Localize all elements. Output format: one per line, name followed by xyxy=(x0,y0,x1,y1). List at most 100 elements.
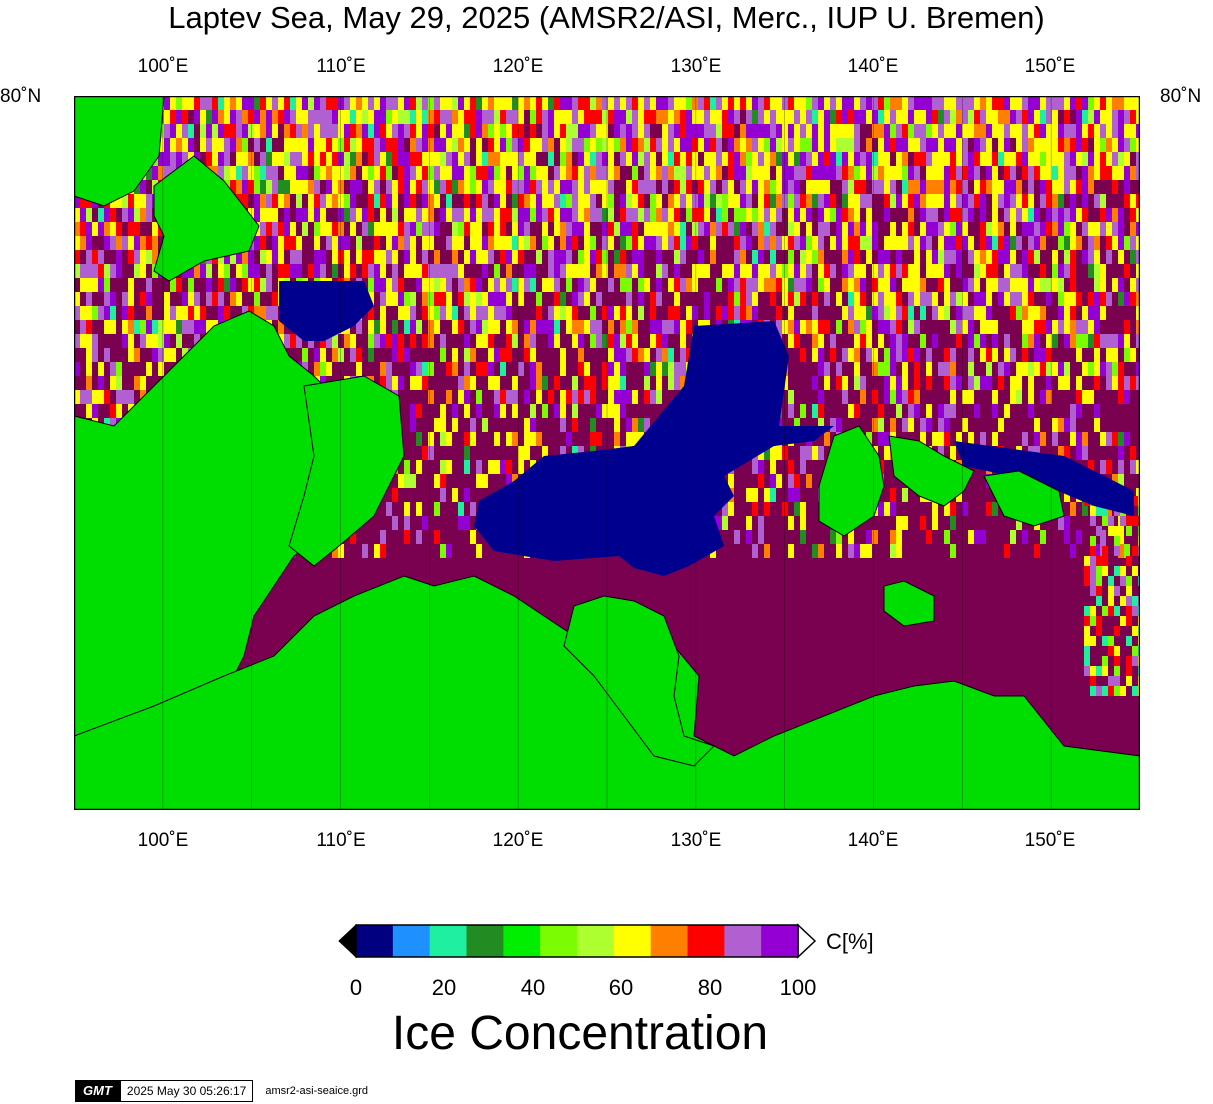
ice-cell xyxy=(962,278,968,292)
ice-cell xyxy=(896,306,902,320)
ice-cell xyxy=(956,250,962,264)
ice-cell xyxy=(1022,138,1028,152)
ice-cell xyxy=(158,152,164,166)
ice-cell xyxy=(452,208,458,222)
ice-cell xyxy=(494,390,500,404)
ice-cell xyxy=(1022,334,1028,348)
ice-cell xyxy=(608,194,614,208)
ice-cell xyxy=(782,166,788,180)
ice-cell xyxy=(890,180,896,194)
ice-cell xyxy=(914,390,920,404)
ice-cell xyxy=(1064,418,1070,432)
ice-cell xyxy=(548,250,554,264)
ice-cell xyxy=(578,152,584,166)
ice-cell xyxy=(422,278,428,292)
ice-cell xyxy=(422,236,428,250)
ice-cell xyxy=(434,530,440,544)
ice-cell xyxy=(770,138,776,152)
ice-cell xyxy=(584,110,590,124)
ice-cell xyxy=(1090,516,1096,526)
ice-cell xyxy=(188,264,194,278)
ice-cell xyxy=(668,348,674,362)
ice-cell xyxy=(410,96,416,110)
ice-cell xyxy=(254,306,260,320)
ice-cell xyxy=(128,306,134,320)
ice-cell xyxy=(1034,124,1040,138)
ice-cell xyxy=(776,320,782,334)
ice-cell xyxy=(632,250,638,264)
ice-cell xyxy=(74,306,80,320)
ice-cell xyxy=(776,306,782,320)
ice-cell xyxy=(470,306,476,320)
ice-cell xyxy=(332,236,338,250)
ice-cell xyxy=(914,348,920,362)
ice-cell xyxy=(590,194,596,208)
ice-cell xyxy=(440,180,446,194)
ice-cell xyxy=(1124,152,1130,166)
ice-cell xyxy=(164,306,170,320)
ice-cell xyxy=(272,110,278,124)
ice-cell xyxy=(656,138,662,152)
ice-cell xyxy=(776,194,782,208)
ice-cell xyxy=(236,124,242,138)
ice-cell xyxy=(578,362,584,376)
ice-cell xyxy=(506,96,512,110)
ice-cell xyxy=(128,334,134,348)
ice-cell xyxy=(932,124,938,138)
ice-cell xyxy=(248,166,254,180)
ice-cell xyxy=(242,110,248,124)
ice-cell xyxy=(770,152,776,166)
ice-cell xyxy=(368,264,374,278)
ice-cell xyxy=(452,320,458,334)
ice-cell xyxy=(560,180,566,194)
ice-cell xyxy=(866,530,872,544)
ice-cell xyxy=(1084,576,1090,586)
ice-cell xyxy=(182,110,188,124)
ice-cell xyxy=(608,208,614,222)
ice-cell xyxy=(380,124,386,138)
ice-cell xyxy=(1106,250,1112,264)
ice-cell xyxy=(830,348,836,362)
ice-cell xyxy=(476,474,482,488)
ice-cell xyxy=(1028,208,1034,222)
ice-cell xyxy=(638,348,644,362)
ice-cell xyxy=(374,152,380,166)
ice-cell xyxy=(110,236,116,250)
ice-cell xyxy=(476,390,482,404)
ice-cell xyxy=(1004,362,1010,376)
ice-cell xyxy=(410,320,416,334)
ice-cell xyxy=(974,264,980,278)
ice-cell xyxy=(782,292,788,306)
ice-cell xyxy=(944,222,950,236)
ice-cell xyxy=(938,110,944,124)
ice-cell xyxy=(350,138,356,152)
ice-cell xyxy=(1118,544,1124,558)
ice-cell xyxy=(1118,334,1124,348)
ice-cell xyxy=(800,348,806,362)
ice-cell xyxy=(590,166,596,180)
ice-cell xyxy=(542,320,548,334)
ice-cell xyxy=(1102,556,1108,566)
ice-cell xyxy=(1126,656,1132,666)
ice-cell xyxy=(536,194,542,208)
ice-cell xyxy=(536,362,542,376)
ice-cell xyxy=(998,152,1004,166)
ice-cell xyxy=(524,222,530,236)
ice-cell xyxy=(710,110,716,124)
ice-cell xyxy=(656,236,662,250)
ice-cell xyxy=(758,516,764,530)
ice-cell xyxy=(236,96,242,110)
ice-cell xyxy=(1094,138,1100,152)
ice-cell xyxy=(896,236,902,250)
ice-cell xyxy=(674,264,680,278)
ice-cell xyxy=(776,96,782,110)
ice-cell xyxy=(872,96,878,110)
ice-cell xyxy=(98,376,104,390)
ice-cell xyxy=(1022,194,1028,208)
ice-cell xyxy=(668,208,674,222)
ice-cell xyxy=(746,516,752,530)
ice-cell xyxy=(1058,152,1064,166)
ice-cell xyxy=(458,278,464,292)
ice-cell xyxy=(1106,110,1112,124)
ice-cell xyxy=(626,194,632,208)
